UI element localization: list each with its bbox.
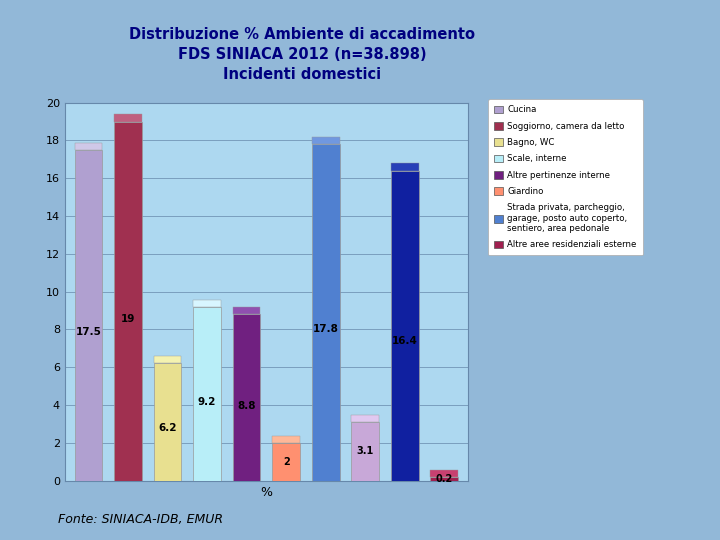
Bar [312, 137, 340, 144]
Text: 17.8: 17.8 [312, 324, 338, 334]
Bar [114, 122, 142, 481]
Bar [431, 470, 458, 477]
Bar [114, 114, 142, 122]
Text: Fonte: SINIACA-IDB, EMUR: Fonte: SINIACA-IDB, EMUR [58, 514, 222, 526]
Bar [233, 307, 261, 314]
Text: 2: 2 [283, 457, 289, 467]
X-axis label: %: % [261, 486, 272, 499]
Bar [154, 363, 181, 481]
Text: 6.2: 6.2 [158, 423, 177, 433]
Bar [193, 300, 221, 307]
Bar [351, 422, 379, 481]
Bar [391, 164, 418, 171]
Text: 17.5: 17.5 [76, 327, 102, 337]
Text: Distribuzione % Ambiente di accadimento
FDS SINIACA 2012 (n=38.898)
Incidenti do: Distribuzione % Ambiente di accadimento … [130, 27, 475, 82]
Text: 16.4: 16.4 [392, 336, 418, 346]
Bar [431, 477, 458, 481]
Bar [351, 415, 379, 422]
Text: 8.8: 8.8 [238, 401, 256, 411]
Bar [272, 436, 300, 443]
Text: 3.1: 3.1 [356, 446, 374, 456]
Bar [272, 443, 300, 481]
Text: 9.2: 9.2 [198, 397, 216, 407]
Text: 0.2: 0.2 [436, 474, 453, 484]
Bar [233, 314, 261, 481]
Bar [193, 307, 221, 481]
Bar [154, 356, 181, 363]
Bar [391, 171, 418, 481]
Bar [75, 143, 102, 150]
Bar [312, 144, 340, 481]
Text: 19: 19 [121, 314, 135, 324]
Bar [75, 150, 102, 481]
Legend: Cucina, Soggiorno, camera da letto, Bagno, WC, Scale, interne, Altre pertinenze : Cucina, Soggiorno, camera da letto, Bagn… [488, 99, 643, 255]
